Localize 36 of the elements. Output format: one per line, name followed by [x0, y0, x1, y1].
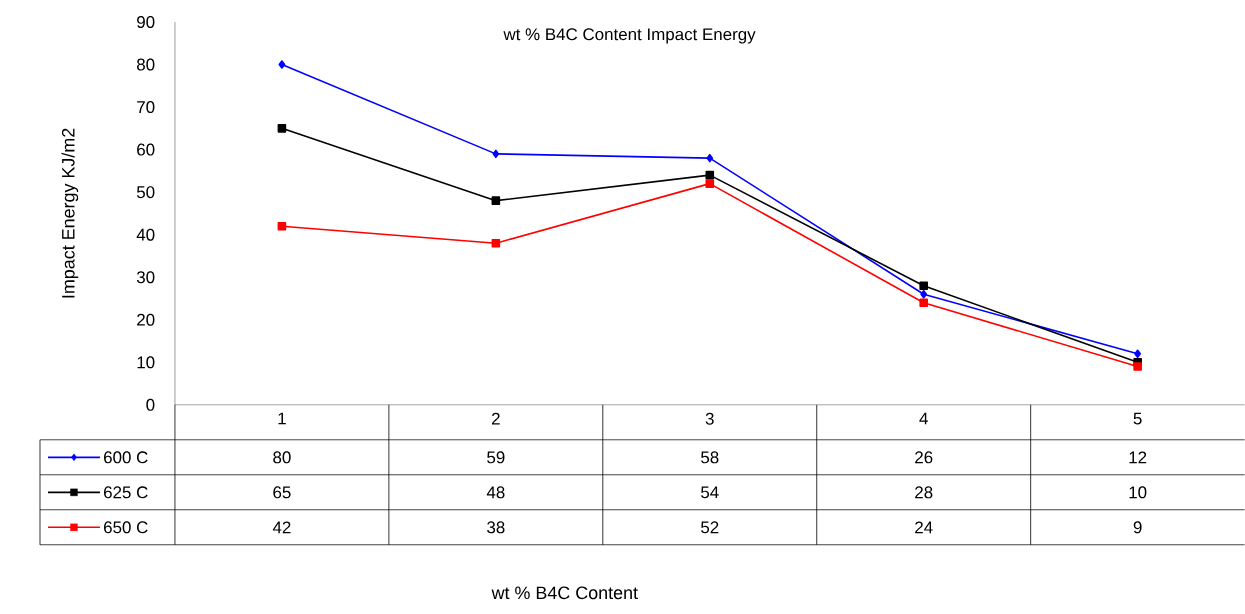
- data-label: 52: [701, 521, 719, 534]
- data-label: 80: [273, 451, 291, 464]
- data-label: 26: [915, 451, 933, 464]
- x-tick-label: 5: [1133, 412, 1142, 425]
- legend-label: 600 C: [104, 451, 148, 464]
- data-label: 10: [1129, 486, 1147, 499]
- data-label: 59: [487, 451, 505, 464]
- data-label: 9: [1133, 521, 1142, 534]
- data-label: 48: [486, 486, 505, 499]
- y-tick-label: 60: [137, 143, 155, 156]
- data-label: 38: [487, 521, 505, 534]
- data-label: 65: [273, 486, 291, 499]
- data-label: 24: [915, 521, 933, 534]
- legend-label: 625 C: [104, 486, 148, 499]
- data-label: 54: [701, 486, 719, 499]
- data-label: 42: [272, 521, 291, 534]
- y-tick-label: 90: [137, 16, 155, 29]
- data-label: 28: [915, 486, 933, 499]
- x-tick-label: 4: [919, 412, 928, 425]
- x-tick-label: 1: [278, 412, 286, 425]
- y-tick-label: 80: [137, 58, 155, 71]
- x-tick-label: 2: [491, 412, 500, 425]
- chart-title: wt % B4C Content Impact Energy: [503, 28, 756, 44]
- y-tick-label: 70: [137, 101, 155, 114]
- y-tick-label: 30: [136, 271, 155, 284]
- y-tick-label: 10: [137, 356, 155, 369]
- y-tick-label: 0: [146, 398, 155, 411]
- legend-label: 650 C: [104, 521, 148, 534]
- x-tick-label: 3: [705, 412, 714, 425]
- text: wt % B4C Content: [491, 586, 638, 600]
- y-axis-title: Impact Energy KJ/m2: [61, 128, 79, 298]
- y-tick-label: 20: [137, 313, 155, 326]
- data-label: 58: [701, 451, 719, 464]
- y-tick-label: 50: [136, 186, 155, 199]
- y-tick-label: 40: [136, 228, 155, 241]
- data-label: 12: [1129, 451, 1147, 464]
